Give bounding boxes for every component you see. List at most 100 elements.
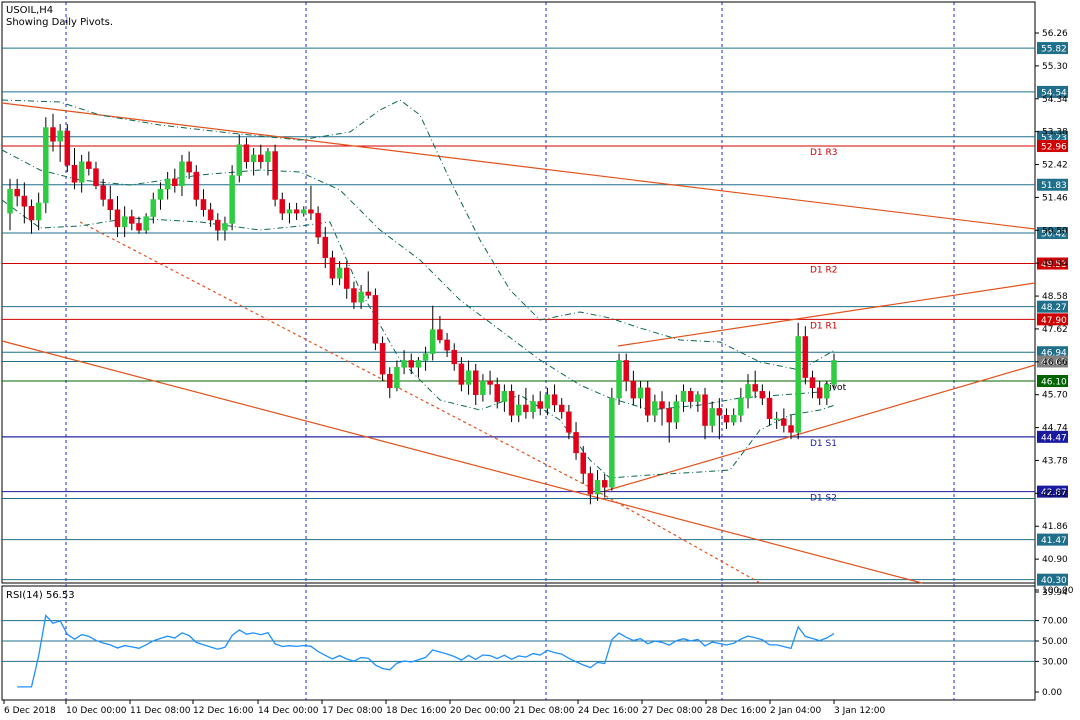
- candle-body: [387, 373, 393, 389]
- level-label-text: 55.82: [1041, 45, 1067, 55]
- time-axis-labels: 6 Dec 2018 10 Dec 00:00 11 Dec 08:00 12 Dec…: [3, 700, 886, 716]
- time-tick-label: 11 Dec 08:00: [130, 706, 191, 716]
- candle-body: [816, 387, 823, 399]
- candle-body: [365, 291, 372, 296]
- candle-body: [609, 397, 615, 488]
- pivot-label: D1 S1: [810, 439, 837, 449]
- candle-body: [515, 404, 522, 416]
- pivot-label: D1 S2: [810, 494, 837, 504]
- level-label-box: [1037, 227, 1068, 240]
- candle-body: [372, 295, 379, 344]
- candle-body: [272, 151, 278, 200]
- candle-body: [64, 130, 71, 166]
- candle-body: [186, 161, 192, 173]
- lower-channel-trendline: [1, 340, 923, 584]
- candle-body: [258, 154, 264, 163]
- candles: [7, 113, 837, 505]
- candle-body: [415, 360, 422, 368]
- candle-body: [408, 360, 415, 368]
- candle-body: [28, 206, 35, 221]
- time-tick-label: 28 Dec 16:00: [706, 706, 767, 716]
- candle-body: [57, 130, 63, 142]
- candle-body: [451, 349, 457, 365]
- candle-body: [809, 377, 816, 389]
- candle-body: [236, 144, 243, 176]
- candle-body: [322, 236, 329, 258]
- price-tick-label: 54.34: [1042, 95, 1068, 105]
- rsi-tick-label: 0.00: [1042, 688, 1062, 698]
- price-tick-label: 42.82: [1042, 489, 1068, 499]
- candle-body: [773, 418, 780, 420]
- level-label-text: 51.83: [1041, 181, 1067, 191]
- price-axis-ticks: 56.26 55.30 54.34 53.38 52.42 51.46 50.50 49.54…: [1035, 29, 1068, 598]
- candle-body: [652, 401, 658, 416]
- price-tick-label: 41.86: [1042, 522, 1068, 532]
- level-label-box: [1037, 85, 1068, 98]
- candle-body: [437, 329, 443, 341]
- rsi-tick-label: 100.00: [1042, 586, 1074, 596]
- rsi-tick-label: 30.00: [1042, 657, 1068, 667]
- level-label-box: [1037, 313, 1068, 326]
- candle-body: [730, 415, 737, 423]
- candle-body: [444, 339, 450, 351]
- candle-body: [200, 199, 207, 210]
- level-label-text: 52.96: [1041, 143, 1067, 153]
- candle-body: [795, 336, 801, 433]
- price-tick-label: 52.42: [1042, 161, 1068, 171]
- candle-body: [86, 161, 92, 169]
- envelope-bands: [1, 99, 836, 479]
- candle-body: [544, 394, 551, 409]
- time-tick-label: 10 Dec 00:00: [66, 706, 127, 716]
- level-label-text: 46.10: [1041, 378, 1067, 388]
- candle-body: [580, 452, 586, 474]
- price-tick-label: 48.58: [1042, 292, 1068, 302]
- candle-body: [336, 267, 343, 279]
- candle-body: [680, 391, 687, 402]
- candle-body: [150, 199, 157, 217]
- time-tick-label: 27 Dec 08:00: [642, 706, 703, 716]
- price-tick-label: 50.50: [1042, 226, 1068, 236]
- resistance-trendline: [1, 102, 1036, 230]
- candle-body: [279, 199, 286, 214]
- vertical-gridlines: [65, 2, 955, 700]
- candle-body: [702, 394, 708, 426]
- candle-body: [594, 480, 601, 495]
- time-tick-label: 2 Jan 04:00: [770, 706, 822, 716]
- time-tick-label: 12 Dec 16:00: [193, 706, 254, 716]
- level-label-text: 53.23: [1041, 133, 1067, 143]
- price-tick-label: 55.30: [1042, 62, 1068, 72]
- candle-body: [716, 408, 723, 416]
- candle-body: [745, 384, 751, 399]
- dotted-trendline-extension: [594, 489, 761, 584]
- level-label-text: 42.87: [1041, 488, 1067, 498]
- candle-body: [43, 127, 49, 204]
- level-label-box: [1037, 430, 1068, 443]
- candle-body: [623, 360, 629, 382]
- candle-body: [315, 212, 321, 238]
- level-label-box: [1037, 355, 1068, 368]
- candle-body: [93, 168, 99, 187]
- candle-body: [429, 329, 436, 354]
- candle-body: [136, 223, 142, 231]
- candle-body: [14, 188, 20, 197]
- candle-body: [222, 223, 228, 231]
- level-label-text: 47.90: [1041, 316, 1067, 326]
- price-tick-label: 51.46: [1042, 193, 1068, 203]
- candle-body: [480, 380, 486, 395]
- candle-body: [537, 401, 543, 409]
- candle-body: [107, 199, 114, 210]
- candle-body: [465, 370, 472, 385]
- candle-body: [687, 391, 694, 402]
- price-tick-label: 56.26: [1042, 29, 1068, 39]
- level-label-box: [1037, 485, 1068, 498]
- level-label-text: 44.47: [1041, 433, 1067, 443]
- time-tick-label: 20 Dec 00:00: [450, 706, 511, 716]
- candle-body: [781, 418, 787, 426]
- level-label-text: 40.30: [1041, 576, 1067, 586]
- level-label-text: 50.42: [1041, 230, 1067, 240]
- rsi-tick-label: 70.00: [1042, 617, 1068, 627]
- candle-body: [394, 367, 400, 389]
- level-label-box: [1037, 42, 1068, 55]
